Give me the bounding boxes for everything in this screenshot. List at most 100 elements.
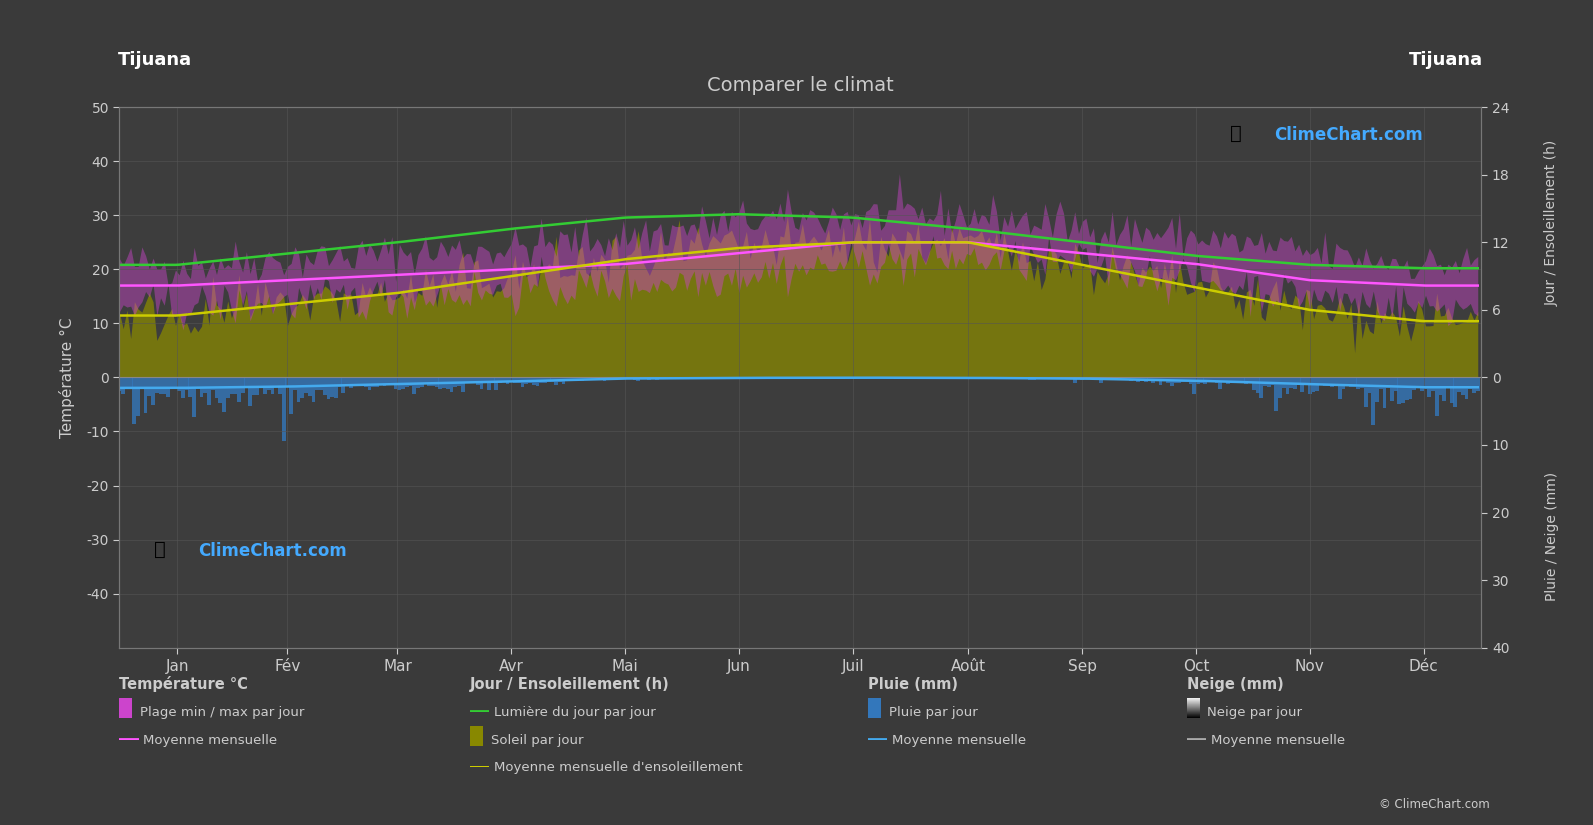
Text: Plage min / max par jour: Plage min / max par jour xyxy=(140,706,304,719)
Bar xyxy=(155,378,159,393)
Bar xyxy=(382,378,387,386)
Bar xyxy=(1196,378,1200,384)
Bar xyxy=(405,378,409,387)
Bar xyxy=(315,378,319,390)
Bar xyxy=(174,378,177,388)
Text: Jour / Ensoleillement (h): Jour / Ensoleillement (h) xyxy=(1545,139,1558,306)
Bar xyxy=(494,378,499,390)
Bar xyxy=(1244,378,1249,384)
Bar xyxy=(1255,378,1260,393)
Bar xyxy=(669,378,674,380)
Bar xyxy=(1475,378,1480,391)
Bar xyxy=(1241,378,1244,382)
Bar xyxy=(1282,378,1286,389)
Bar xyxy=(566,378,569,380)
Bar xyxy=(249,378,252,406)
Bar xyxy=(1144,378,1147,382)
Text: 🌍: 🌍 xyxy=(1230,124,1241,143)
Bar xyxy=(233,378,237,394)
Bar xyxy=(1386,378,1391,389)
Bar xyxy=(569,378,573,379)
Bar xyxy=(1185,378,1188,382)
Bar xyxy=(1249,378,1252,382)
Bar xyxy=(435,378,438,387)
Bar xyxy=(1297,378,1300,384)
Bar xyxy=(1035,378,1039,379)
Bar xyxy=(521,378,524,387)
Bar xyxy=(352,378,357,384)
Bar xyxy=(1431,378,1435,390)
Bar xyxy=(1442,378,1446,401)
Text: Moyenne mensuelle: Moyenne mensuelle xyxy=(143,734,277,747)
Bar xyxy=(1357,378,1360,389)
Bar xyxy=(118,378,121,391)
Bar xyxy=(424,378,427,384)
Bar xyxy=(1024,378,1027,379)
Bar xyxy=(1394,378,1397,391)
Bar xyxy=(1419,378,1424,391)
Bar xyxy=(472,378,476,381)
Bar xyxy=(363,378,368,387)
Bar xyxy=(624,378,629,380)
Bar xyxy=(663,378,666,380)
Y-axis label: Température °C: Température °C xyxy=(59,317,75,438)
Bar xyxy=(237,378,241,402)
Text: © ClimeChart.com: © ClimeChart.com xyxy=(1378,799,1489,812)
Bar xyxy=(1330,378,1333,387)
Bar xyxy=(312,378,315,402)
Bar xyxy=(159,378,162,394)
Bar xyxy=(599,378,602,380)
Bar xyxy=(543,378,546,384)
Bar xyxy=(540,378,543,383)
Bar xyxy=(1360,378,1364,388)
Bar xyxy=(666,378,671,379)
Bar xyxy=(1300,378,1305,392)
Bar xyxy=(360,378,363,386)
Bar xyxy=(252,378,256,395)
Bar xyxy=(1118,378,1121,379)
Bar xyxy=(1133,378,1136,379)
Bar xyxy=(1136,378,1141,382)
Bar xyxy=(271,378,274,394)
Text: 🌍: 🌍 xyxy=(153,540,166,559)
Bar xyxy=(1372,378,1375,425)
Bar xyxy=(596,378,599,379)
Bar xyxy=(1047,378,1050,380)
Bar xyxy=(516,378,521,383)
Bar xyxy=(1043,378,1047,379)
Text: Pluie / Neige (mm): Pluie / Neige (mm) xyxy=(1545,472,1558,601)
Bar xyxy=(1446,378,1450,389)
Bar xyxy=(215,378,218,398)
Text: Neige (mm): Neige (mm) xyxy=(1187,676,1284,692)
Bar xyxy=(1294,378,1297,389)
Bar xyxy=(510,378,513,383)
Bar xyxy=(1219,378,1222,389)
Bar xyxy=(143,378,148,413)
Bar xyxy=(1260,378,1263,398)
Bar xyxy=(1169,378,1174,386)
Bar xyxy=(1214,378,1219,383)
Bar xyxy=(393,378,398,389)
Bar xyxy=(1099,378,1102,383)
Bar xyxy=(341,378,346,393)
Bar xyxy=(416,378,421,388)
Bar xyxy=(1435,378,1438,417)
Bar xyxy=(1405,378,1408,400)
Bar xyxy=(554,378,558,385)
Bar xyxy=(137,378,140,416)
Text: Tijuana: Tijuana xyxy=(1408,51,1483,69)
Bar xyxy=(1472,378,1477,393)
Bar xyxy=(1338,378,1341,399)
Bar xyxy=(505,378,510,384)
Bar xyxy=(1461,378,1464,394)
Bar xyxy=(1085,378,1088,379)
Bar xyxy=(1096,378,1099,380)
Bar xyxy=(162,378,166,394)
Bar xyxy=(129,378,132,389)
Bar xyxy=(335,378,338,398)
Bar xyxy=(1352,378,1357,388)
Bar xyxy=(1408,378,1413,399)
Bar xyxy=(457,378,460,385)
Bar xyxy=(409,378,413,386)
Bar xyxy=(323,378,327,394)
